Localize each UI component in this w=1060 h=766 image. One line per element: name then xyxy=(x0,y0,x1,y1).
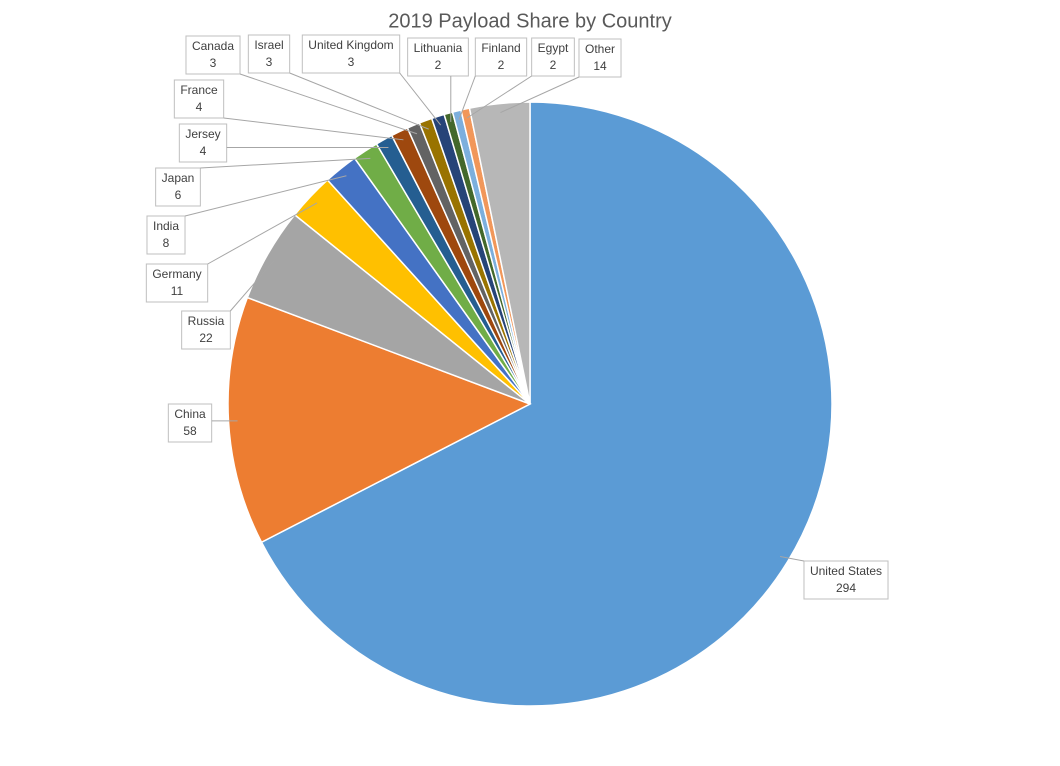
leader-line xyxy=(223,117,404,141)
label-name: Other xyxy=(585,42,615,56)
label-value: 4 xyxy=(196,100,203,114)
label-box xyxy=(178,123,228,163)
chart-title: 2019 Payload Share by Country xyxy=(388,10,672,32)
leader-line xyxy=(239,73,418,135)
label-box xyxy=(247,34,291,74)
label-name: Canada xyxy=(192,39,234,53)
label-box xyxy=(301,34,401,74)
label-value: 3 xyxy=(348,55,355,69)
label-name: Japan xyxy=(162,171,195,185)
label-name: Lithuania xyxy=(414,41,463,55)
label-value: 2 xyxy=(498,58,505,72)
label-name: Finland xyxy=(481,41,520,55)
label-name: Israel xyxy=(254,38,283,52)
slices xyxy=(227,101,833,707)
pie-slice xyxy=(468,101,531,405)
data-label: India 8 xyxy=(146,175,347,255)
label-value: 11 xyxy=(171,284,184,298)
label-value: 294 xyxy=(836,581,856,595)
label-name: France xyxy=(180,83,218,97)
label-box xyxy=(474,37,528,77)
label-value: 6 xyxy=(175,188,182,202)
data-label: Lithuania 2 xyxy=(407,37,469,122)
label-value: 3 xyxy=(266,55,273,69)
leader-line xyxy=(780,556,805,562)
label-name: United Kingdom xyxy=(308,38,393,52)
label-box xyxy=(146,215,186,255)
pie-slice xyxy=(227,296,532,544)
data-label: Russia 22 xyxy=(181,258,276,350)
data-label: Germany 11 xyxy=(145,202,318,303)
leader-line xyxy=(466,75,532,119)
label-box xyxy=(531,37,575,77)
data-label: Canada 3 xyxy=(185,35,418,135)
label-box xyxy=(145,263,209,303)
pie-slice xyxy=(260,101,833,707)
data-label: Israel 3 xyxy=(247,34,429,130)
label-name: Jersey xyxy=(185,127,220,141)
data-label: United States 294 xyxy=(780,556,889,600)
data-label: Egypt 2 xyxy=(466,37,575,119)
label-box xyxy=(173,79,225,119)
label-box xyxy=(185,35,241,75)
label-box xyxy=(167,403,213,443)
label-name: India xyxy=(153,219,179,233)
label-box xyxy=(578,38,622,78)
labels: United States294China58Russia22Germany11… xyxy=(145,34,889,600)
label-value: 4 xyxy=(200,144,207,158)
data-label: Jersey 4 xyxy=(178,123,389,163)
label-value: 22 xyxy=(199,331,213,345)
label-box xyxy=(407,37,469,77)
label-value: 2 xyxy=(550,58,557,72)
leader-line xyxy=(458,75,476,120)
leader-line xyxy=(229,258,276,312)
label-box xyxy=(803,560,889,600)
leader-line xyxy=(289,72,429,130)
label-value: 2 xyxy=(435,58,442,72)
data-label: France 4 xyxy=(173,79,404,141)
data-label: China 58 xyxy=(167,403,238,443)
leader-line xyxy=(500,76,580,114)
leader-line xyxy=(184,175,347,217)
label-value: 8 xyxy=(163,236,170,250)
data-label: United Kingdom 3 xyxy=(301,34,442,126)
label-name: Germany xyxy=(152,267,201,281)
label-value: 3 xyxy=(210,56,217,70)
data-label: Japan 6 xyxy=(155,157,371,207)
label-name: Russia xyxy=(188,314,225,328)
label-name: China xyxy=(174,407,206,421)
leader-line xyxy=(399,72,442,126)
label-name: Egypt xyxy=(538,41,569,55)
data-label: Finland 2 xyxy=(458,37,528,120)
label-value: 58 xyxy=(183,424,197,438)
label-box xyxy=(181,310,231,350)
leader-line xyxy=(207,202,318,265)
label-box xyxy=(155,167,201,207)
data-label: Other 14 xyxy=(500,38,622,114)
label-name: United States xyxy=(810,564,882,578)
leader-line xyxy=(200,157,371,169)
label-value: 14 xyxy=(593,59,607,73)
